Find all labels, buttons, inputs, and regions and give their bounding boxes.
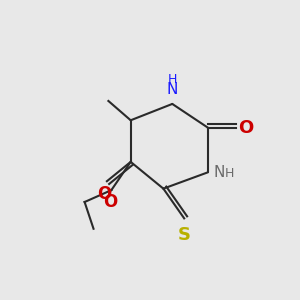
Text: O: O	[238, 119, 254, 137]
Text: S: S	[178, 226, 191, 244]
Text: N: N	[214, 165, 225, 180]
Text: O: O	[103, 193, 117, 211]
Text: H: H	[168, 73, 177, 85]
Text: O: O	[97, 185, 111, 203]
Text: N: N	[167, 82, 178, 97]
Text: H: H	[224, 167, 234, 180]
